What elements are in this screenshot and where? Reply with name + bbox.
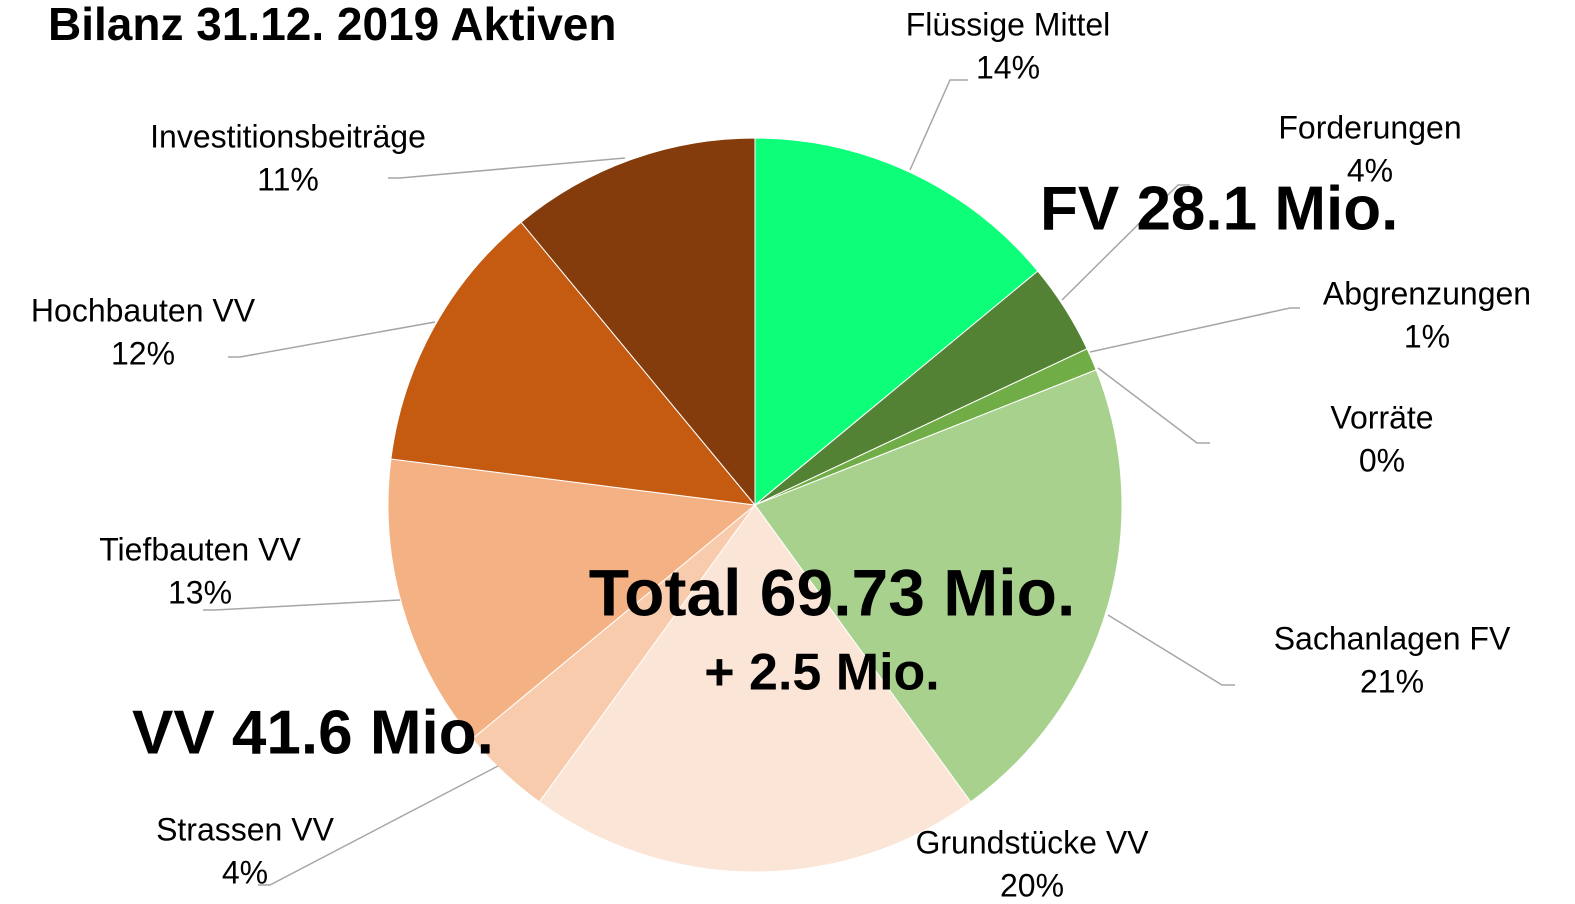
leader-line (388, 157, 626, 179)
annotation: VV 41.6 Mio. (132, 698, 494, 767)
slice-value-label: 13% (168, 574, 232, 610)
slice-value-label: 4% (1347, 152, 1393, 188)
leader-line (203, 599, 401, 611)
leader-line (1089, 307, 1300, 353)
slice-value-label: 20% (1000, 867, 1064, 903)
pie-slice (520, 137, 756, 507)
slice-value-label: 0% (1359, 442, 1405, 478)
leader-line (258, 765, 499, 886)
pie-slice (538, 504, 972, 873)
slice-label: Strassen VV (156, 811, 335, 847)
slice-label: Grundstücke VV (916, 824, 1150, 860)
slice-value-label: 1% (1404, 318, 1450, 354)
leader-line (1107, 614, 1235, 686)
slice-value-label: 14% (976, 49, 1040, 85)
leader-line (228, 321, 436, 358)
leader-line (909, 79, 968, 171)
pie (387, 137, 1123, 873)
leader-line (1097, 367, 1210, 444)
slice-value-label: 11% (257, 161, 319, 197)
annotation: + 2.5 Mio. (704, 644, 940, 702)
slice-value-label: 21% (1360, 663, 1424, 699)
annotation: Total 69.73 Mio. (589, 555, 1076, 629)
slice-label: Flüssige Mittel (906, 6, 1111, 42)
slice-label: Vorräte (1330, 399, 1433, 435)
slice-label: Hochbauten VV (31, 292, 256, 328)
slice-label: Tiefbauten VV (99, 531, 301, 567)
pie-slice (390, 221, 757, 506)
chart-title: Bilanz 31.12. 2019 Aktiven (48, 0, 617, 50)
pie-slice (387, 458, 757, 740)
annotation: FV 28.1 Mio. (1040, 174, 1398, 243)
slice-label: Sachanlagen FV (1274, 620, 1511, 656)
slice-value-label: 4% (222, 854, 268, 890)
slice-label: Forderungen (1278, 109, 1461, 145)
pie-slice (754, 369, 1123, 803)
slice-value-label: 12% (111, 335, 175, 371)
leader-line (1061, 184, 1190, 301)
pie-slice (754, 137, 1039, 507)
slice-label: Investitionsbeiträge (150, 118, 426, 154)
slice-label: Abgrenzungen (1323, 275, 1531, 311)
